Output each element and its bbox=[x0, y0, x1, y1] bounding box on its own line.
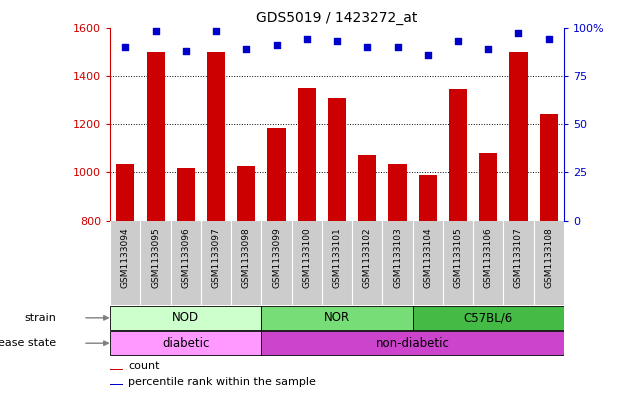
Text: GSM1133107: GSM1133107 bbox=[514, 228, 523, 288]
Text: strain: strain bbox=[24, 313, 56, 323]
Bar bbox=[419, 175, 437, 220]
Bar bbox=[298, 88, 316, 220]
Point bbox=[272, 42, 282, 48]
Bar bbox=[540, 114, 558, 220]
Text: GSM1133106: GSM1133106 bbox=[484, 228, 493, 288]
Text: GSM1133101: GSM1133101 bbox=[333, 228, 341, 288]
Text: NOR: NOR bbox=[324, 311, 350, 324]
Point bbox=[302, 36, 312, 42]
Text: C57BL/6: C57BL/6 bbox=[464, 311, 513, 324]
Text: GSM1133098: GSM1133098 bbox=[242, 228, 251, 288]
Text: GSM1133105: GSM1133105 bbox=[454, 228, 462, 288]
Point bbox=[181, 48, 191, 54]
Point bbox=[332, 38, 342, 44]
Text: GSM1133103: GSM1133103 bbox=[393, 228, 402, 288]
Point bbox=[362, 44, 372, 50]
Bar bbox=[328, 97, 346, 220]
Title: GDS5019 / 1423272_at: GDS5019 / 1423272_at bbox=[256, 11, 418, 25]
Bar bbox=[238, 166, 255, 220]
Point bbox=[453, 38, 463, 44]
Text: GSM1133100: GSM1133100 bbox=[302, 228, 311, 288]
Text: count: count bbox=[129, 362, 160, 371]
Bar bbox=[261, 331, 564, 355]
Bar bbox=[207, 51, 225, 220]
Bar bbox=[413, 306, 564, 330]
Text: GSM1133102: GSM1133102 bbox=[363, 228, 372, 288]
Text: disease state: disease state bbox=[0, 338, 56, 348]
Text: percentile rank within the sample: percentile rank within the sample bbox=[129, 377, 316, 387]
Point bbox=[423, 51, 433, 58]
Text: non-diabetic: non-diabetic bbox=[375, 337, 450, 350]
Point bbox=[513, 30, 524, 37]
Bar bbox=[110, 369, 123, 370]
Point bbox=[151, 28, 161, 35]
Bar bbox=[479, 153, 497, 220]
Bar bbox=[510, 51, 527, 220]
Bar bbox=[117, 164, 134, 220]
Text: NOD: NOD bbox=[172, 311, 200, 324]
Text: GSM1133094: GSM1133094 bbox=[121, 228, 130, 288]
Bar bbox=[147, 51, 164, 220]
Bar bbox=[110, 306, 261, 330]
Text: GSM1133108: GSM1133108 bbox=[544, 228, 553, 288]
Bar bbox=[449, 89, 467, 220]
Text: diabetic: diabetic bbox=[162, 337, 210, 350]
Bar bbox=[358, 156, 376, 220]
Point bbox=[483, 46, 493, 52]
Bar bbox=[110, 331, 261, 355]
Point bbox=[211, 28, 221, 35]
Text: GSM1133097: GSM1133097 bbox=[212, 228, 220, 288]
Point bbox=[392, 44, 403, 50]
Text: GSM1133104: GSM1133104 bbox=[423, 228, 432, 288]
Text: GSM1133095: GSM1133095 bbox=[151, 228, 160, 288]
Point bbox=[544, 36, 554, 42]
Bar bbox=[261, 306, 413, 330]
Text: GSM1133096: GSM1133096 bbox=[181, 228, 190, 288]
Point bbox=[120, 44, 130, 50]
Bar bbox=[177, 167, 195, 220]
Bar bbox=[268, 128, 285, 220]
Bar bbox=[110, 384, 123, 385]
Bar bbox=[389, 164, 406, 220]
Text: GSM1133099: GSM1133099 bbox=[272, 228, 281, 288]
Point bbox=[241, 46, 251, 52]
